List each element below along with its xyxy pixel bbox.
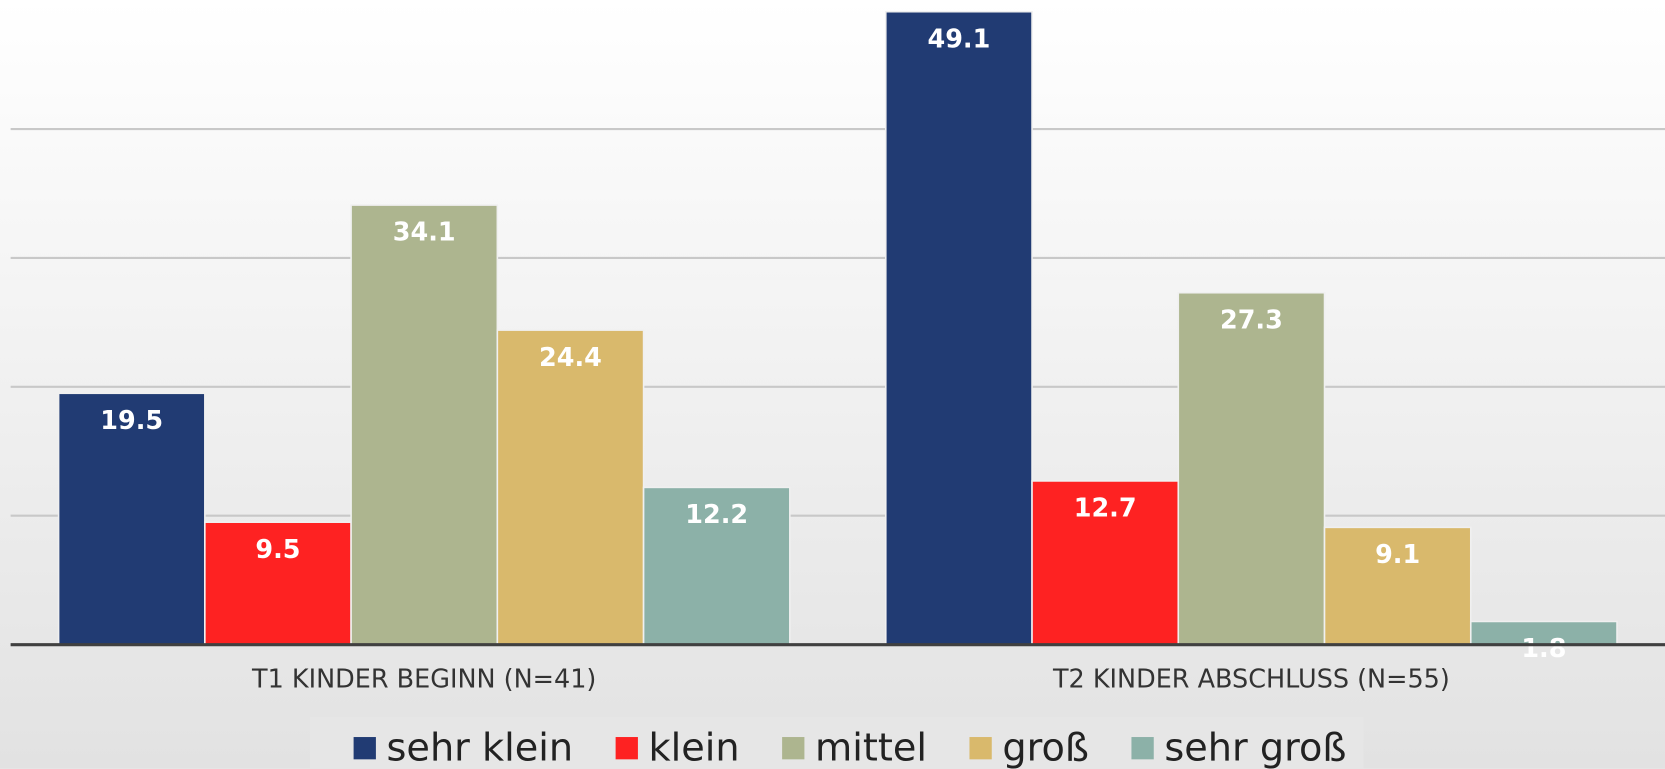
bar	[496, 329, 645, 646]
legend-swatch	[782, 737, 805, 760]
data-label: 27.3	[1220, 305, 1283, 335]
legend-label: klein	[649, 726, 740, 769]
legend-label: sehr groß	[1164, 726, 1346, 769]
bar	[1031, 480, 1180, 646]
data-label: 19.5	[100, 406, 163, 436]
legend-label: sehr klein	[387, 726, 574, 769]
legend-swatch	[353, 737, 376, 760]
legend: sehr klein klein mittel groß sehr groß	[353, 726, 1346, 769]
data-label: 1.8	[1521, 634, 1566, 664]
legend-swatch	[969, 737, 992, 760]
bar	[1323, 526, 1472, 646]
data-label: 12.7	[1074, 494, 1137, 524]
bar	[350, 204, 499, 646]
legend-label: mittel	[815, 726, 927, 769]
legend-label: groß	[1002, 726, 1089, 769]
bar	[1177, 291, 1326, 646]
legend-box	[310, 716, 1364, 769]
legend-swatch	[615, 737, 638, 760]
x-tick-label: T2 KINDER ABSCHLUSS (N=55)	[1052, 665, 1450, 695]
legend-swatch	[1131, 737, 1154, 760]
bar	[204, 521, 352, 646]
bars: 19.5 9.5 34.1 24.4 12.2 T1 KINDER BEGINN (N=4…	[10, 10, 1665, 695]
bar	[884, 10, 1033, 646]
data-label: 49.1	[927, 24, 990, 54]
data-label: 34.1	[393, 218, 456, 248]
data-label: 12.2	[685, 500, 748, 530]
bar	[642, 486, 791, 646]
bar	[57, 392, 206, 646]
x-tick-label: T1 KINDER BEGINN (N=41)	[251, 665, 596, 695]
data-label: 24.4	[539, 343, 602, 373]
data-label: 9.1	[1375, 540, 1420, 570]
data-label: 9.5	[255, 535, 300, 565]
